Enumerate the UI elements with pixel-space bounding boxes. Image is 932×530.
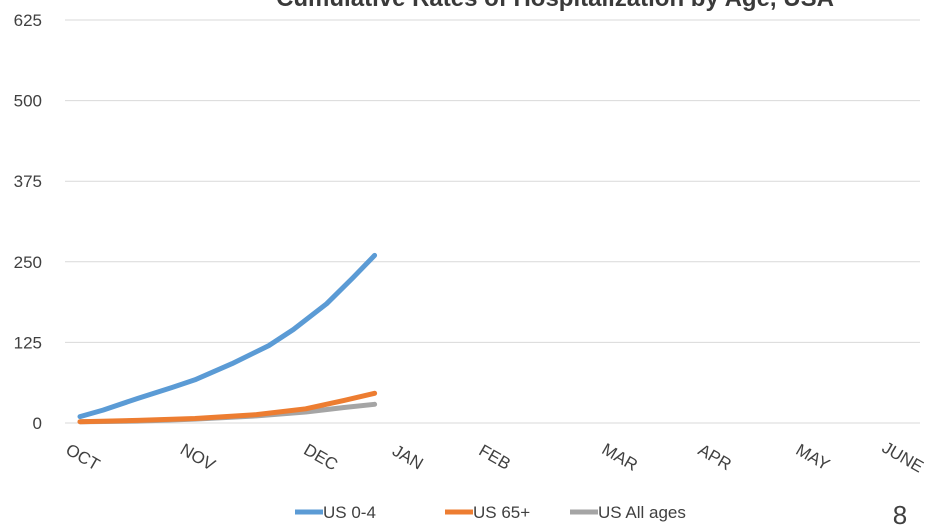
page-number: 8: [893, 500, 907, 530]
y-tick-label: 250: [14, 253, 42, 272]
y-tick-label: 625: [14, 11, 42, 30]
y-tick-label: 375: [14, 172, 42, 191]
legend-label: US All ages: [598, 503, 686, 522]
x-tick-label: NOV: [177, 440, 219, 475]
y-tick-label: 0: [33, 414, 42, 433]
legend: US 0-4 US 65+ US All ages: [295, 503, 686, 522]
x-tick-label: FEB: [476, 441, 514, 474]
x-tick-label: APR: [695, 440, 735, 474]
x-axis-ticks: OCT NOV DEC JAN FEB MAR APR MAY JUNE: [62, 438, 926, 477]
y-axis-ticks: 0 125 250 375 500 625: [14, 11, 42, 433]
x-tick-label: OCT: [62, 440, 103, 474]
y-tick-label: 500: [14, 92, 42, 111]
legend-label: US 65+: [473, 503, 530, 522]
series-line: [77, 390, 378, 425]
series-lines: [77, 252, 378, 425]
y-tick-label: 125: [14, 333, 42, 352]
x-tick-label: JUNE: [879, 438, 927, 477]
legend-label: US 0-4: [323, 503, 376, 522]
chart-title: Cumulative Rates of Hospitalization by A…: [276, 0, 834, 12]
x-tick-label: DEC: [300, 440, 341, 474]
x-tick-label: JAN: [389, 441, 426, 474]
series-line: [77, 252, 378, 420]
x-tick-label: MAR: [599, 440, 641, 475]
gridlines: [65, 19, 920, 424]
x-tick-label: MAY: [793, 440, 833, 474]
